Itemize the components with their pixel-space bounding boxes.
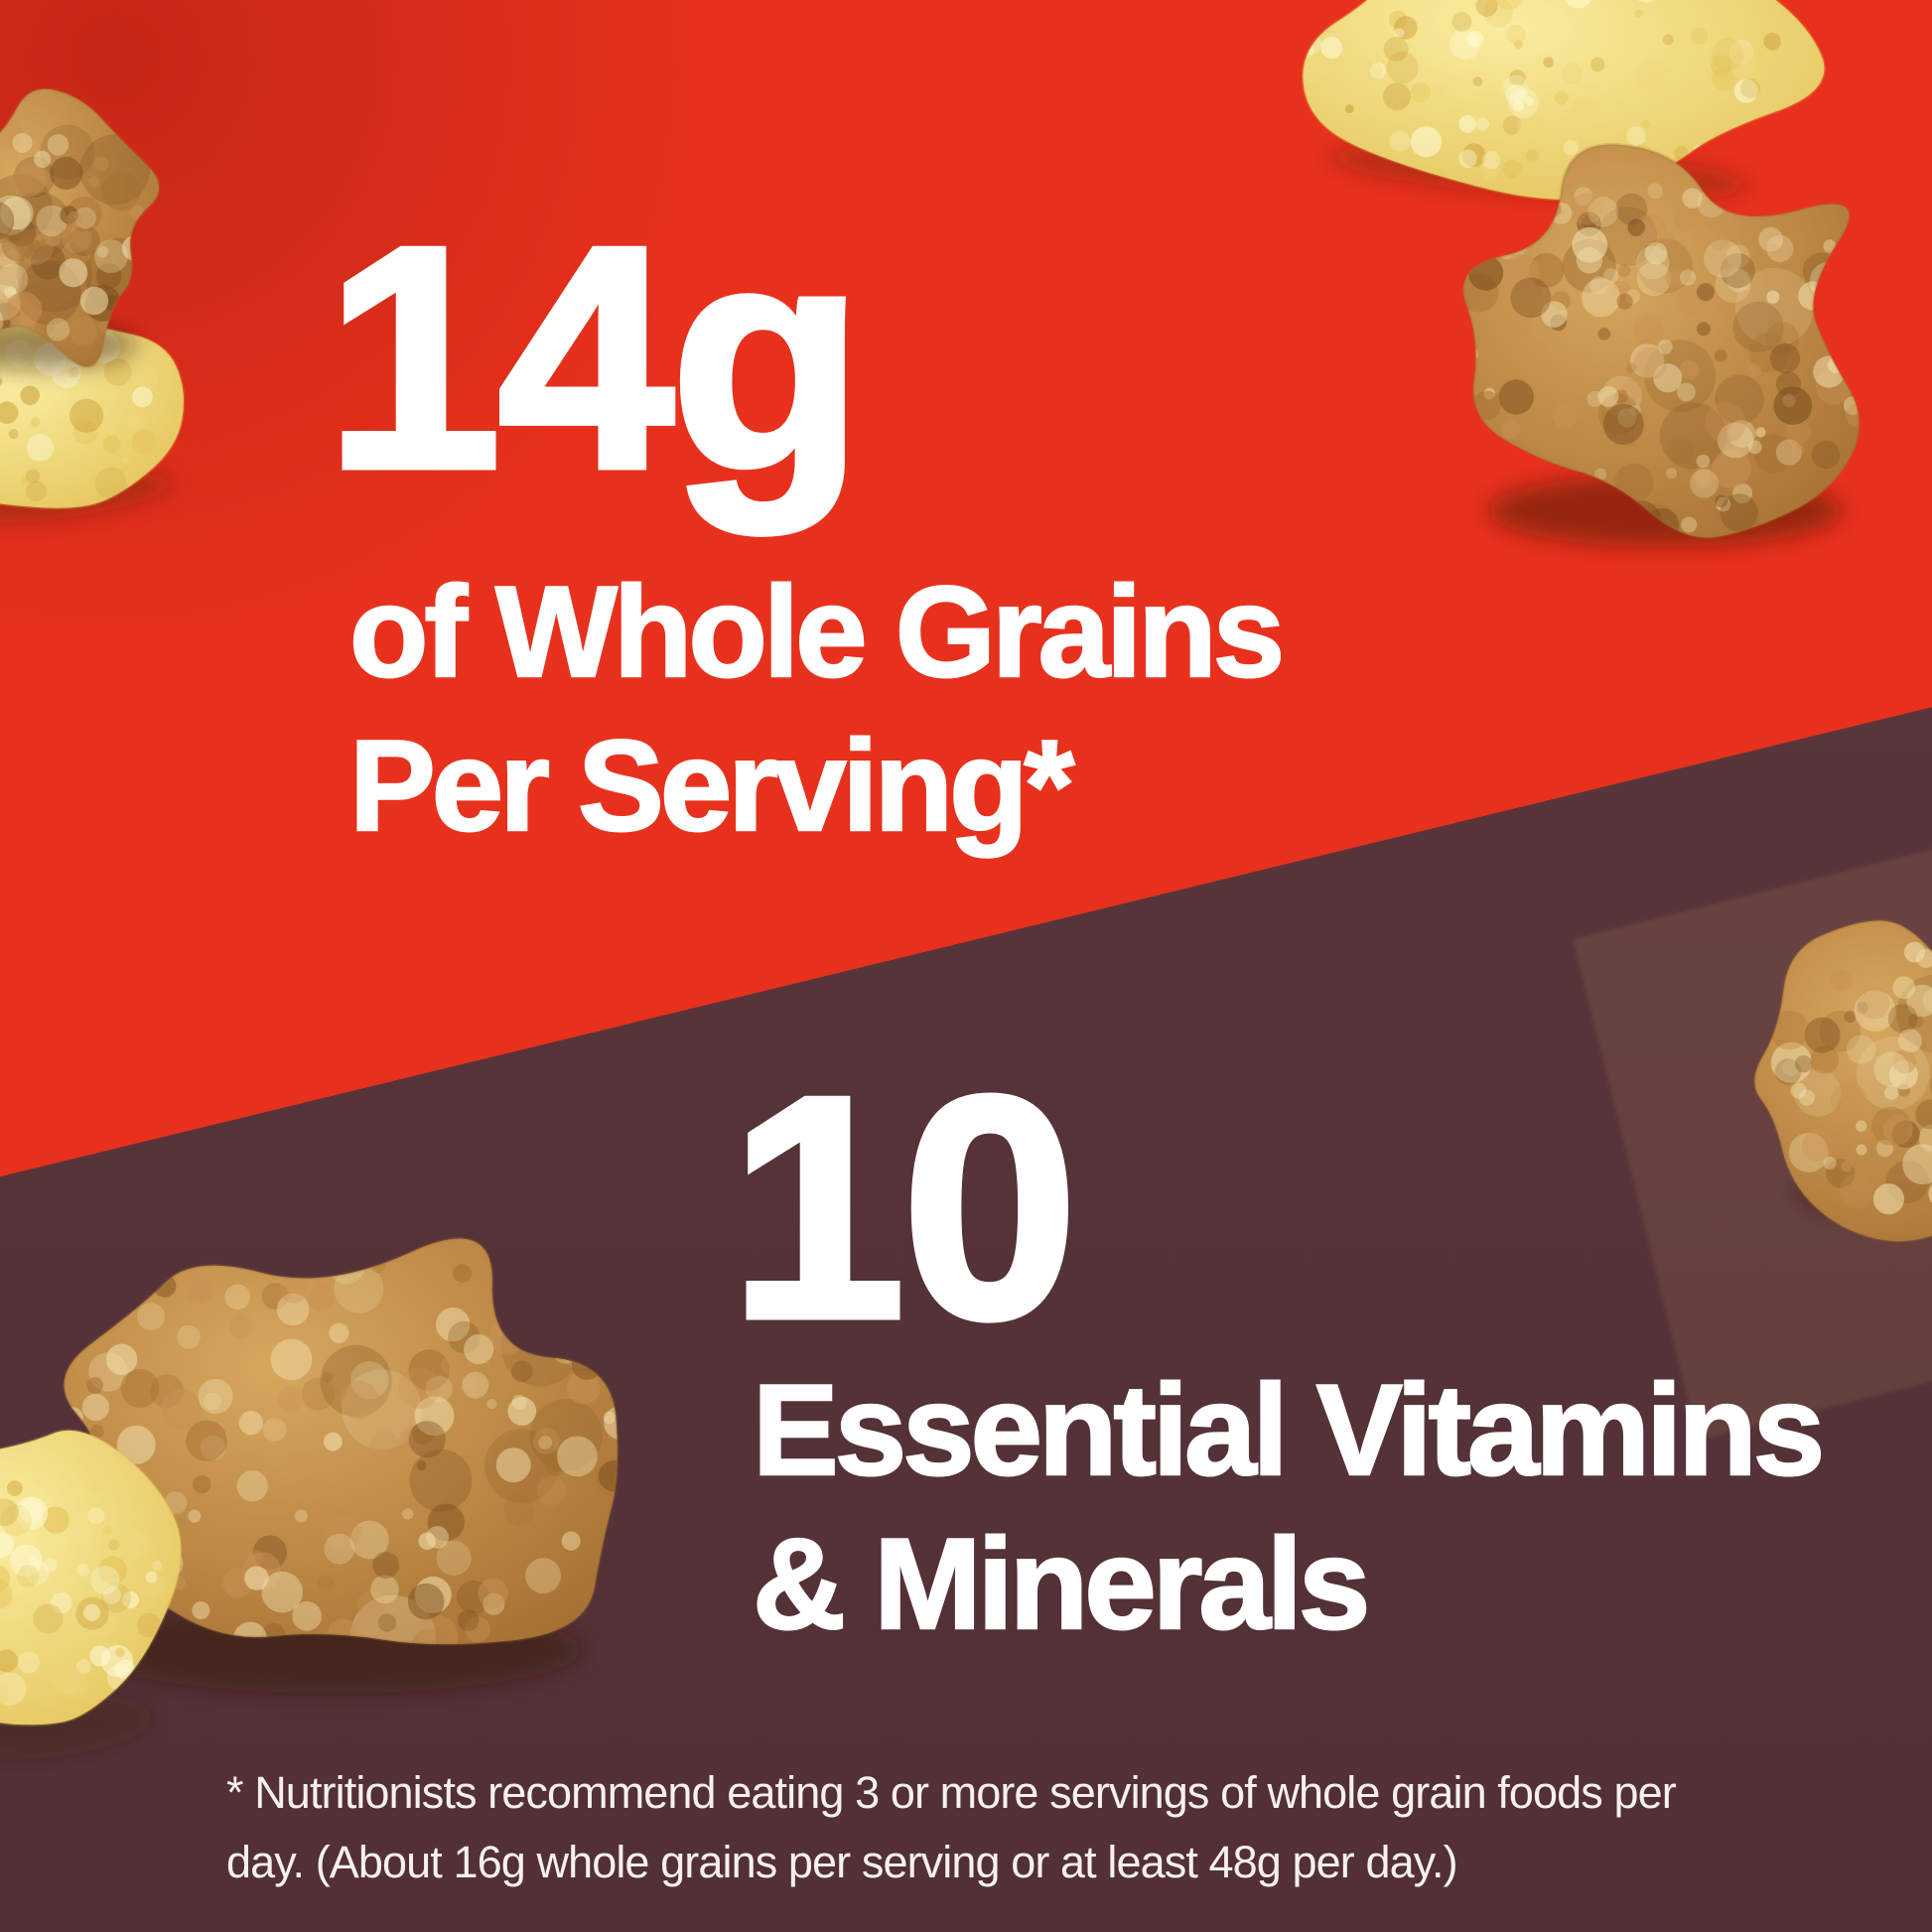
vitamins-claim-text: Essential Vitamins & Minerals xyxy=(752,1353,1827,1661)
vitamins-line2: & Minerals xyxy=(752,1510,1372,1658)
footnote-line1: * Nutritionists recommend eating 3 or mo… xyxy=(226,1767,1677,1818)
vitamins-line1: Essential Vitamins xyxy=(752,1356,1827,1504)
vitamins-count: 10 xyxy=(726,1032,1081,1384)
footnote: * Nutritionists recommend eating 3 or mo… xyxy=(226,1758,1677,1897)
whole-grains-claim-text: of Whole Grains Per Serving* xyxy=(348,555,1287,863)
whole-grains-line2: Per Serving* xyxy=(348,712,1076,860)
whole-grains-amount: 14g xyxy=(322,182,867,534)
whole-grains-line1: of Whole Grains xyxy=(348,558,1287,706)
footnote-line2: day. (About 16g whole grains per serving… xyxy=(226,1837,1458,1887)
